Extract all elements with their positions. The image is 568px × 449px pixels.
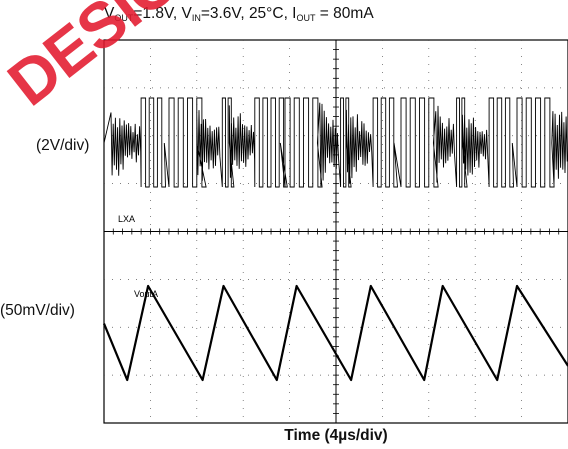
trace-lxa [103, 97, 568, 188]
trace-vouta [102, 284, 568, 382]
grid [103, 39, 568, 424]
chart-title: VOUT=1.8V, VIN=3.6V, 25°C, IOUT = 80mA [104, 5, 374, 23]
channel-label-vouta: VoutA [134, 289, 158, 299]
x-axis-label: Time (4µs/div) [284, 427, 388, 444]
y-scale-label-vouta: (50mV/div) [0, 302, 75, 319]
channel-label-lxa: LXA [118, 214, 135, 224]
y-scale-label-lxa: (2V/div) [36, 137, 90, 154]
traces [102, 97, 568, 382]
